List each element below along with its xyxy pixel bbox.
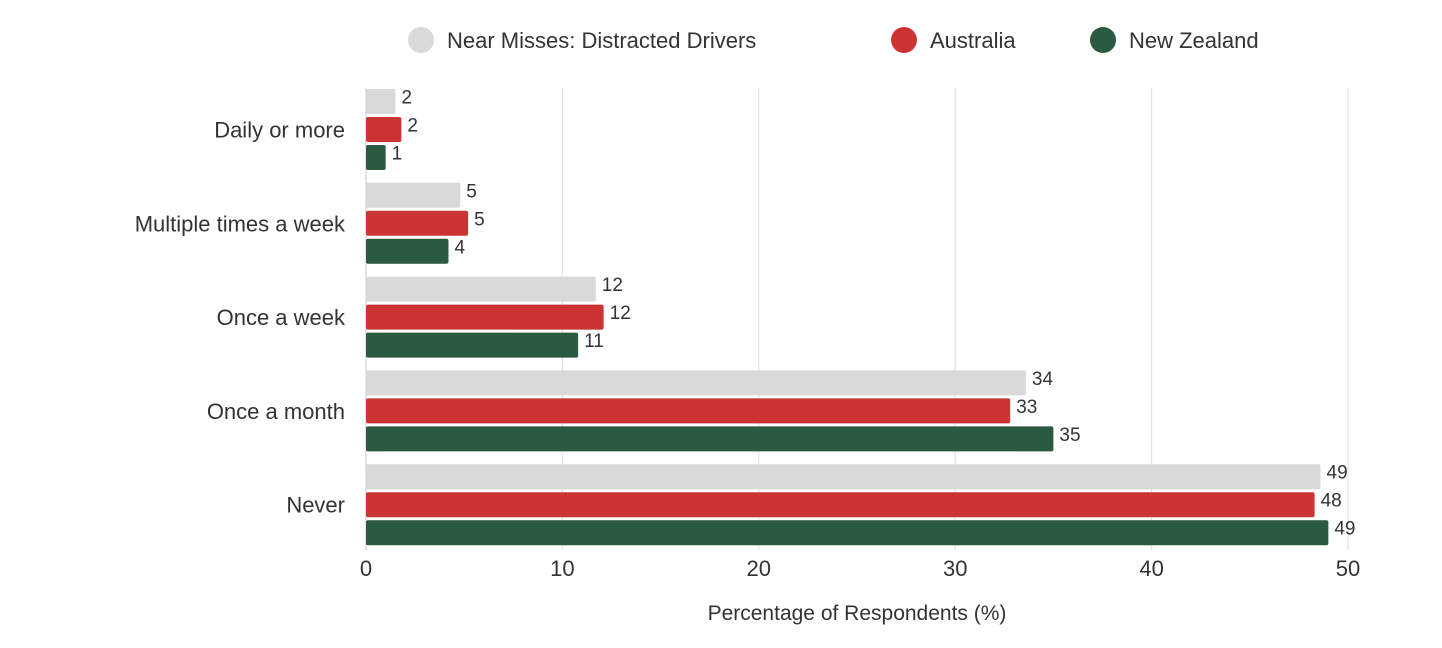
x-tick-label: 10	[550, 556, 574, 581]
bar-near-misses-distracted-drivers-once-a-month	[366, 370, 1026, 396]
category-label-once-a-month: Once a month	[207, 399, 345, 424]
bar-near-misses-distracted-drivers-daily-or-more	[366, 89, 396, 114]
x-tick-label: 50	[1336, 556, 1360, 581]
value-label-near-misses-distracted-drivers-once-a-month: 34	[1032, 369, 1054, 390]
value-label-australia-multiple-times-a-week: 5	[474, 209, 485, 230]
bar-australia-once-a-week	[366, 304, 604, 330]
bar-australia-multiple-times-a-week	[366, 210, 469, 236]
value-label-australia-never: 48	[1321, 491, 1342, 512]
bar-new-zealand-daily-or-more	[366, 145, 386, 170]
bar-near-misses-distracted-drivers-never	[366, 464, 1321, 490]
x-tick-label: 20	[747, 556, 771, 581]
legend-marker-near-misses-distracted-drivers	[408, 27, 434, 53]
value-label-near-misses-distracted-drivers-once-a-week: 12	[602, 275, 623, 296]
value-label-australia-once-a-week: 12	[610, 303, 631, 324]
legend-label-new-zealand: New Zealand	[1129, 28, 1259, 53]
x-tick-label: 40	[1139, 556, 1163, 581]
value-label-australia-daily-or-more: 2	[407, 116, 418, 137]
category-label-multiple-times-a-week: Multiple times a week	[135, 211, 346, 236]
bar-new-zealand-multiple-times-a-week	[366, 238, 449, 264]
value-label-new-zealand-never: 49	[1334, 519, 1355, 540]
bar-australia-once-a-month	[366, 398, 1011, 424]
value-label-near-misses-distracted-drivers-daily-or-more: 2	[401, 88, 412, 109]
x-axis-title: Percentage of Respondents (%)	[708, 602, 1007, 625]
bar-australia-never	[366, 492, 1315, 518]
bar-new-zealand-never	[366, 520, 1329, 546]
category-label-once-a-week: Once a week	[217, 305, 346, 330]
bars	[366, 89, 1329, 546]
value-label-australia-once-a-month: 33	[1016, 397, 1037, 418]
category-labels: Daily or more Multiple times a week Once a…	[135, 118, 346, 518]
x-tick-label: 30	[943, 556, 967, 581]
value-label-near-misses-distracted-drivers-multiple-times-a-week: 5	[466, 181, 477, 202]
bar-new-zealand-once-a-month	[366, 426, 1054, 452]
value-label-near-misses-distracted-drivers-never: 49	[1327, 463, 1348, 484]
value-label-new-zealand-daily-or-more: 1	[392, 144, 403, 165]
legend-marker-new-zealand	[1090, 27, 1116, 53]
value-label-new-zealand-multiple-times-a-week: 4	[454, 237, 465, 258]
legend-label-near-misses-distracted-drivers: Near Misses: Distracted Drivers	[447, 28, 756, 53]
legend-label-australia: Australia	[930, 28, 1016, 53]
bar-australia-daily-or-more	[366, 117, 402, 142]
bar-new-zealand-once-a-week	[366, 332, 579, 358]
x-tick-label: 0	[360, 556, 372, 581]
legend: Near Misses: Distracted Drivers Australia…	[408, 27, 1259, 53]
category-label-never: Never	[286, 493, 345, 518]
x-axis-ticks: 0 10 20 30 40 50	[360, 556, 1360, 581]
value-label-new-zealand-once-a-week: 11	[584, 331, 604, 352]
value-label-new-zealand-once-a-month: 35	[1059, 425, 1080, 446]
legend-marker-australia	[891, 27, 917, 53]
bar-near-misses-distracted-drivers-once-a-week	[366, 276, 596, 302]
bar-near-misses-distracted-drivers-multiple-times-a-week	[366, 182, 461, 208]
category-label-daily-or-more: Daily or more	[214, 118, 345, 143]
